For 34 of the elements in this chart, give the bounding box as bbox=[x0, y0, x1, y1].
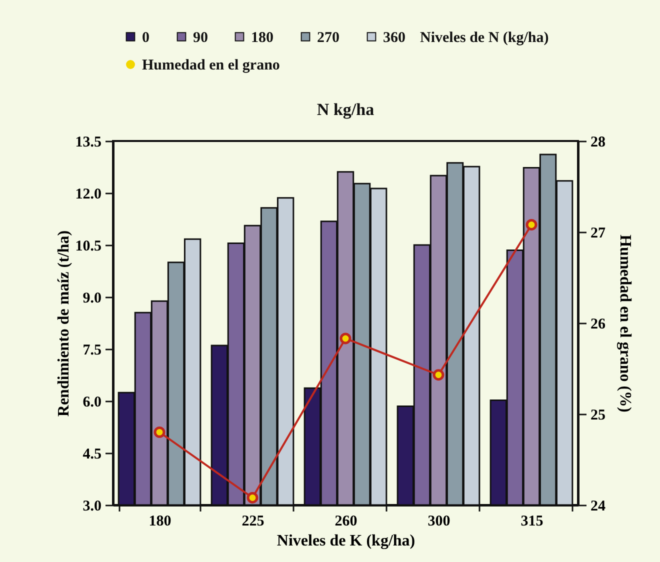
x-tick-label: 225 bbox=[242, 514, 264, 530]
point bbox=[526, 219, 538, 230]
y-tick-label: 10.5 bbox=[75, 238, 102, 254]
y-tick-label: 9.0 bbox=[82, 290, 102, 306]
y-tick-label: 13.5 bbox=[75, 134, 102, 150]
x-axis-title: Niveles de K (kg/ha) bbox=[276, 532, 416, 550]
legend-label: 360 bbox=[383, 30, 406, 46]
legend-label: Humedad en el grano bbox=[142, 58, 280, 74]
y2-tick-label: 24 bbox=[590, 498, 606, 514]
y2-tick-label: 25 bbox=[590, 408, 606, 424]
y2-tick-label: 28 bbox=[590, 134, 606, 150]
y-tick-label: 12.0 bbox=[75, 186, 102, 202]
legend-label: 90 bbox=[193, 30, 208, 46]
point bbox=[154, 426, 166, 438]
x-tick-label: 315 bbox=[520, 514, 544, 530]
y-tick-label: 4.5 bbox=[82, 446, 102, 462]
y-tick-label: 3.0 bbox=[82, 498, 102, 514]
x-tick-label: 260 bbox=[334, 514, 358, 530]
chart-title: N kg/ha bbox=[316, 100, 375, 119]
point bbox=[432, 369, 444, 381]
x-tick-label: 300 bbox=[428, 514, 450, 530]
y2-axis-title: Humedad en el grano (%) bbox=[616, 234, 634, 412]
legend-label: 270 bbox=[317, 30, 340, 46]
y-axis-title: Rendimiento de maíz (t/ha) bbox=[55, 230, 72, 417]
legend-label: 0 bbox=[142, 30, 150, 46]
point bbox=[246, 492, 258, 504]
point bbox=[340, 332, 352, 344]
legend-title: Niveles de N (kg/ha) bbox=[420, 30, 549, 46]
x-tick-label: 180 bbox=[148, 514, 172, 530]
y2-tick-label: 27 bbox=[590, 226, 606, 242]
y2-tick-label: 26 bbox=[590, 316, 606, 332]
y-tick-label: 7.5 bbox=[82, 342, 102, 358]
legend-label: 180 bbox=[251, 30, 274, 46]
y-tick-label: 6.0 bbox=[82, 394, 102, 410]
